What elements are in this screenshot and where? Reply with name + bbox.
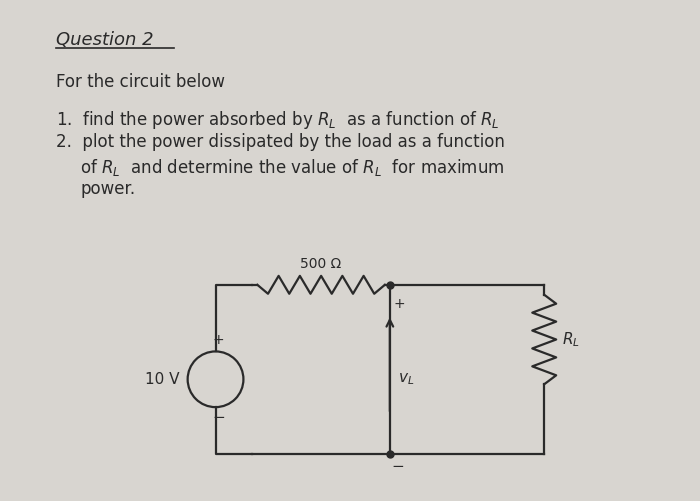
Text: −: −	[212, 410, 225, 425]
Text: 1.  find the power absorbed by $R_L$  as a function of $R_L$: 1. find the power absorbed by $R_L$ as a…	[56, 109, 500, 131]
Text: power.: power.	[80, 180, 135, 198]
Text: Question 2: Question 2	[56, 31, 154, 49]
Text: 2.  plot the power dissipated by the load as a function: 2. plot the power dissipated by the load…	[56, 133, 505, 151]
Text: of $R_L$  and determine the value of $R_L$  for maximum: of $R_L$ and determine the value of $R_L…	[80, 156, 505, 177]
Text: 10 V: 10 V	[145, 372, 180, 387]
Text: $R_L$: $R_L$	[562, 330, 580, 349]
Text: For the circuit below: For the circuit below	[56, 73, 225, 91]
Text: +: +	[394, 297, 405, 311]
Text: −: −	[392, 459, 405, 474]
Text: $v_L$: $v_L$	[398, 371, 414, 387]
Text: +: +	[213, 334, 224, 348]
Text: 500 Ω: 500 Ω	[300, 257, 342, 271]
